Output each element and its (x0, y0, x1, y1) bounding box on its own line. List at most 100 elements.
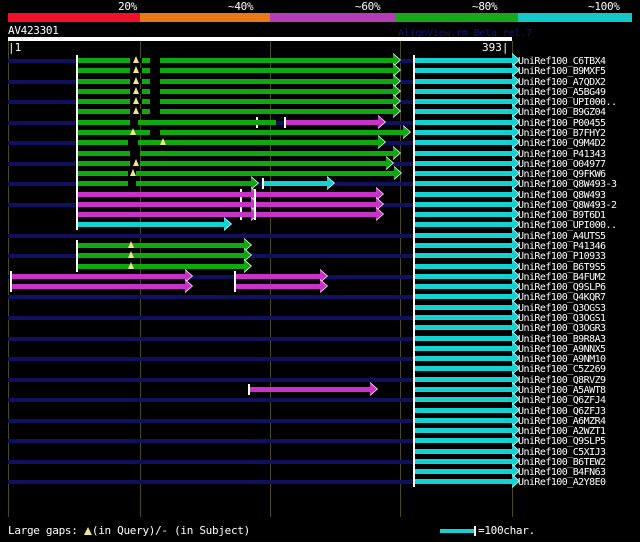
hsp-bar[interactable] (413, 356, 512, 362)
subject-label[interactable]: UniRef100_B4FN63 (518, 467, 606, 479)
subject-label[interactable]: UniRef100_P00455 (518, 117, 606, 129)
alignment-row[interactable] (0, 361, 640, 376)
subject-label[interactable]: UniRef100_C5Z269 (518, 364, 606, 376)
hsp-bar[interactable] (413, 294, 512, 300)
alignment-row[interactable] (0, 330, 640, 345)
subject-label[interactable]: UniRef100_O04977 (518, 158, 606, 170)
hsp-bar[interactable] (76, 201, 251, 207)
subject-label[interactable]: UniRef100_B7FHY2 (518, 127, 606, 139)
hsp-bar[interactable] (413, 191, 512, 197)
subject-label[interactable]: UniRef100_Q3OGS3 (518, 302, 606, 314)
hsp-bar[interactable] (234, 284, 320, 290)
alignment-row[interactable] (0, 196, 640, 211)
hsp-bar[interactable] (413, 68, 512, 74)
alignment-row[interactable] (0, 135, 640, 150)
subject-label[interactable]: UniRef100_A5AWT8 (518, 384, 606, 396)
subject-label[interactable]: UniRef100_Q9SLP6 (518, 282, 606, 294)
hsp-bar[interactable] (413, 315, 512, 320)
subject-label[interactable]: UniRef100_Q9M4D2 (518, 138, 606, 150)
hsp-bar[interactable] (413, 366, 512, 372)
hsp-bar[interactable] (413, 58, 512, 63)
alignment-row[interactable] (0, 453, 640, 468)
hsp-bar[interactable] (76, 181, 251, 187)
subject-label[interactable]: UniRef100_B9MXF5 (518, 66, 606, 78)
hsp-bar[interactable] (76, 160, 386, 166)
hsp-bar[interactable] (76, 129, 403, 135)
subject-label[interactable]: UniRef100_A6MZR4 (518, 415, 606, 427)
alignment-row[interactable] (0, 310, 640, 324)
hsp-bar[interactable] (413, 140, 512, 146)
hsp-bar[interactable] (413, 78, 512, 84)
subject-label[interactable]: UniRef100_P41346 (518, 241, 606, 253)
hsp-bar[interactable] (413, 232, 512, 238)
alignment-row[interactable] (0, 340, 640, 355)
subject-label[interactable]: UniRef100_A2Y8E0 (518, 477, 606, 489)
hsp-bar[interactable] (413, 304, 512, 310)
subject-label[interactable]: UniRef100_Q4KQR7 (518, 292, 606, 304)
hsp-bar[interactable] (284, 119, 378, 125)
alignment-row[interactable] (0, 423, 640, 438)
hsp-bar[interactable] (10, 284, 185, 290)
hsp-bar[interactable] (413, 150, 512, 156)
hsp-bar[interactable] (76, 263, 244, 269)
hsp-bar[interactable] (76, 150, 393, 156)
alignment-row[interactable] (0, 279, 640, 294)
hsp-bar[interactable] (76, 171, 394, 177)
subject-label[interactable]: UniRef100_Q8W493-3 (518, 179, 617, 191)
hsp-bar[interactable] (413, 335, 512, 341)
hsp-bar[interactable] (413, 243, 512, 249)
hsp-bar[interactable] (76, 68, 393, 74)
hsp-bar[interactable] (413, 448, 512, 454)
hsp-bar[interactable] (413, 428, 512, 434)
alignment-row[interactable] (0, 474, 640, 489)
hsp-bar[interactable] (413, 273, 512, 279)
hsp-bar[interactable] (254, 201, 376, 207)
alignment-row[interactable] (0, 63, 640, 78)
hsp-bar[interactable] (413, 263, 512, 269)
alignment-row[interactable] (0, 124, 640, 139)
hsp-bar[interactable] (76, 243, 244, 249)
alignment-row[interactable] (0, 217, 640, 232)
hsp-bar[interactable] (76, 119, 276, 125)
alignment-row[interactable] (0, 412, 640, 427)
subject-label[interactable]: UniRef100_C6TBX4 (518, 56, 606, 67)
subject-label[interactable]: UniRef100_Q3OGS1 (518, 313, 606, 324)
hsp-bar[interactable] (76, 222, 224, 228)
hsp-bar[interactable] (76, 212, 251, 218)
subject-label[interactable]: UniRef100_P10933 (518, 251, 606, 263)
hsp-bar[interactable] (413, 181, 512, 187)
subject-label[interactable]: UniRef100_Q6ZFJ3 (518, 405, 606, 417)
subject-label[interactable]: UniRef100_A4UTS5 (518, 230, 606, 242)
hsp-bar[interactable] (76, 78, 393, 84)
hsp-bar[interactable] (413, 99, 512, 105)
subject-label[interactable]: UniRef100_UPI000.. (518, 97, 617, 109)
alignment-row[interactable] (0, 248, 640, 263)
hsp-bar[interactable] (76, 58, 393, 63)
alignment-row[interactable] (0, 73, 640, 88)
hsp-bar[interactable] (254, 212, 376, 218)
subject-label[interactable]: UniRef100_A9NM10 (518, 354, 606, 366)
hsp-bar[interactable] (413, 171, 512, 177)
hsp-bar[interactable] (413, 129, 512, 135)
hsp-bar[interactable] (10, 273, 185, 279)
alignment-row[interactable] (0, 299, 640, 314)
subject-label[interactable]: UniRef100_A7QDX2 (518, 76, 606, 88)
alignment-row[interactable] (0, 402, 640, 417)
hsp-bar[interactable] (413, 469, 512, 475)
hsp-bar[interactable] (254, 191, 376, 197)
alignment-row[interactable] (0, 464, 640, 479)
subject-label[interactable]: UniRef100_B6TEW2 (518, 456, 606, 468)
alignment-row[interactable] (0, 320, 640, 335)
alignment-row[interactable] (0, 176, 640, 191)
hsp-bar[interactable] (413, 284, 512, 290)
alignment-row[interactable] (0, 94, 640, 109)
hsp-bar[interactable] (413, 212, 512, 218)
subject-label[interactable]: UniRef100_Q8W493-2 (518, 199, 617, 211)
alignment-row[interactable] (0, 186, 640, 201)
hsp-bar[interactable] (413, 119, 512, 125)
subject-label[interactable]: UniRef100_A2WZT1 (518, 426, 606, 438)
subject-label[interactable]: UniRef100_C5XIJ3 (518, 446, 606, 458)
subject-label[interactable]: UniRef100_A5BG49 (518, 86, 606, 98)
alignment-row[interactable] (0, 83, 640, 98)
hsp-bar[interactable] (413, 458, 512, 464)
